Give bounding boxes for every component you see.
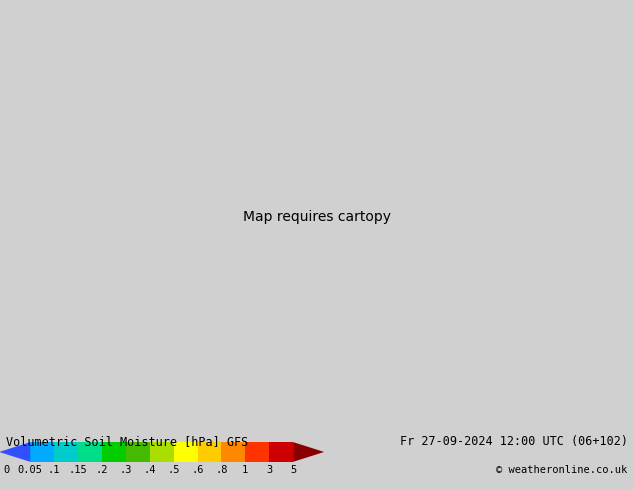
Text: Map requires cartopy: Map requires cartopy [243, 210, 391, 224]
Bar [269, 442, 293, 462]
Polygon shape [293, 442, 324, 462]
Text: .15: .15 [68, 465, 87, 475]
Bar [54, 442, 78, 462]
Text: .3: .3 [120, 465, 132, 475]
Polygon shape [0, 442, 30, 462]
Bar [221, 442, 245, 462]
Text: 1: 1 [242, 465, 249, 475]
Bar [78, 442, 102, 462]
Bar [174, 442, 198, 462]
Bar [126, 442, 150, 462]
Bar [198, 442, 221, 462]
Bar [150, 442, 174, 462]
Text: 3: 3 [266, 465, 273, 475]
Text: Fr 27-09-2024 12:00 UTC (06+102): Fr 27-09-2024 12:00 UTC (06+102) [399, 435, 628, 448]
Text: .1: .1 [48, 465, 60, 475]
Text: 5: 5 [290, 465, 296, 475]
Bar [102, 442, 126, 462]
Bar [30, 442, 54, 462]
Text: 0.05: 0.05 [18, 465, 42, 475]
Text: .2: .2 [96, 465, 108, 475]
Text: .4: .4 [143, 465, 156, 475]
Text: .6: .6 [191, 465, 204, 475]
Text: .5: .5 [167, 465, 180, 475]
Bar [245, 442, 269, 462]
Text: 0: 0 [3, 465, 10, 475]
Text: © weatheronline.co.uk: © weatheronline.co.uk [496, 465, 628, 475]
Text: Volumetric Soil Moisture [hPa] GFS: Volumetric Soil Moisture [hPa] GFS [6, 435, 249, 448]
Text: .8: .8 [215, 465, 228, 475]
